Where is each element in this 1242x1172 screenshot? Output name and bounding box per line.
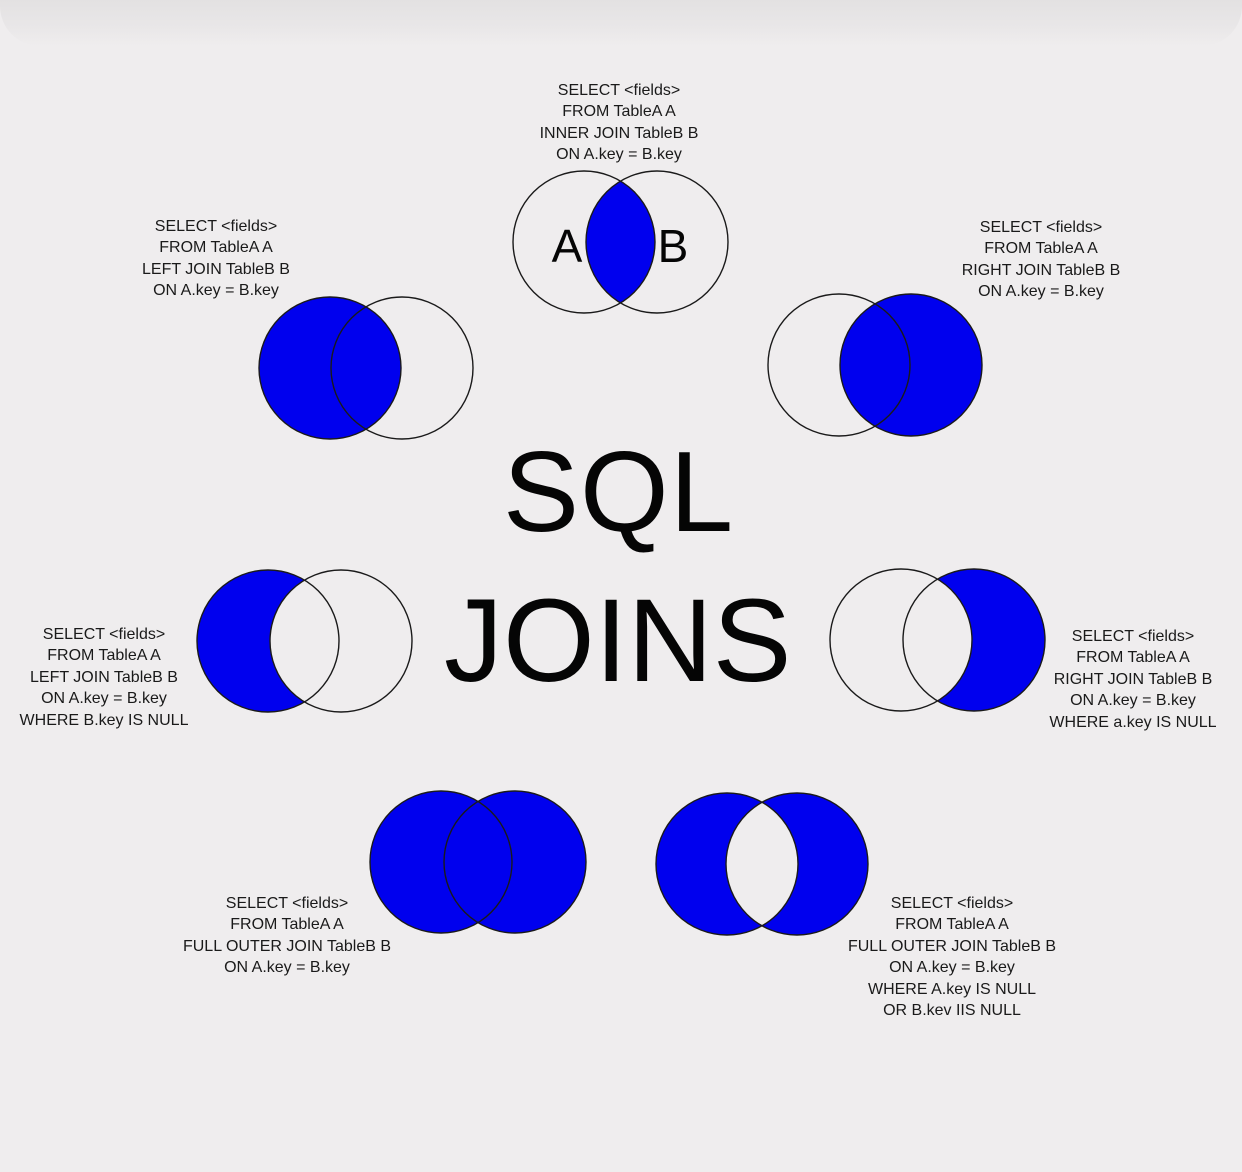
query-line: LEFT JOIN TableB B bbox=[142, 260, 290, 278]
query-line: SELECT <fields> bbox=[154, 218, 278, 235]
table-b-circle bbox=[443, 790, 587, 934]
query-line: FROM TableA A bbox=[159, 239, 273, 257]
query-line: ON A.key = B.key bbox=[889, 959, 1015, 977]
query-line: INNER JOIN TableB B bbox=[539, 124, 699, 142]
right-excluding-join-query: SELECT <fields> FROM TableA A RIGHT JOIN T… bbox=[1033, 626, 1233, 733]
right-excluding-join-venn bbox=[829, 568, 1046, 712]
table-b-circle bbox=[269, 569, 413, 713]
query-line: LEFT JOIN TableB B bbox=[30, 668, 178, 686]
query-line: ON A.key = B.key bbox=[556, 146, 682, 164]
left-join-query: SELECT <fields> FROM TableA A LEFT JOIN Ta… bbox=[116, 216, 316, 302]
query-line: FROM TableA A bbox=[895, 916, 1009, 934]
query-line: SELECT <fields> bbox=[225, 895, 349, 912]
table-b-circle bbox=[725, 792, 869, 936]
title-joins: JOINS bbox=[444, 575, 792, 707]
query-line: SELECT <fields> bbox=[42, 626, 166, 643]
query-line: WHERE B.key IS NULL bbox=[19, 711, 189, 729]
full-outer-join-venn bbox=[369, 790, 587, 934]
table-a-circle bbox=[655, 792, 799, 936]
query-line: ON A.key = B.key bbox=[1070, 692, 1196, 710]
right-join-venn bbox=[767, 293, 983, 437]
excluded-intersection bbox=[903, 569, 972, 711]
query-line: ON A.key = B.key bbox=[41, 690, 167, 708]
venn-label-a: A bbox=[552, 220, 583, 272]
table-a-circle bbox=[829, 568, 973, 712]
query-line: FROM TableA A bbox=[1076, 649, 1190, 667]
query-line: FULL OUTER JOIN TableB B bbox=[847, 937, 1057, 955]
excluded-intersection bbox=[270, 570, 339, 712]
query-line: FROM TableA A bbox=[562, 103, 676, 121]
venn-label-b: B bbox=[658, 220, 689, 272]
full-outer-excluding-join-query: SELECT <fields> FROM TableA A FULL OUTER J… bbox=[822, 893, 1082, 1021]
table-a-region bbox=[259, 297, 401, 439]
query-line: SELECT <fields> bbox=[979, 219, 1103, 236]
full-outer-join-query: SELECT <fields> FROM TableA A FULL OUTER J… bbox=[157, 893, 417, 979]
excluded-intersection bbox=[726, 793, 798, 935]
table-b-circle bbox=[585, 170, 729, 314]
query-line: SELECT <fields> bbox=[557, 82, 681, 99]
table-a-circle bbox=[767, 293, 911, 437]
intersection-region bbox=[586, 171, 655, 313]
query-line: SELECT <fields> bbox=[890, 895, 1014, 912]
query-line: ON A.key = B.key bbox=[224, 959, 350, 977]
left-join-venn bbox=[258, 296, 474, 440]
query-line: FROM TableA A bbox=[230, 916, 344, 934]
table-b-region bbox=[840, 294, 982, 436]
query-line: WHERE a.key IS NULL bbox=[1049, 713, 1217, 731]
query-line: RIGHT JOIN TableB B bbox=[1053, 670, 1213, 688]
table-b-region bbox=[444, 791, 586, 933]
query-line: OR B.kev IIS NULL bbox=[883, 1002, 1021, 1020]
full-outer-excluding-join-venn bbox=[655, 792, 869, 936]
query-line: SELECT <fields> bbox=[1071, 628, 1195, 645]
query-line: FULL OUTER JOIN TableB B bbox=[182, 937, 392, 955]
inner-join-query: SELECT <fields> FROM TableA A INNER JOIN T… bbox=[519, 80, 719, 166]
query-line: FROM TableA A bbox=[47, 647, 161, 665]
table-b-circle bbox=[330, 296, 474, 440]
table-a-circle bbox=[196, 569, 340, 713]
left-excluding-join-query: SELECT <fields> FROM TableA A LEFT JOIN Ta… bbox=[4, 624, 204, 731]
table-a-circle bbox=[369, 790, 513, 934]
table-a-circle bbox=[512, 170, 656, 314]
right-join-query: SELECT <fields> FROM TableA A RIGHT JOIN T… bbox=[941, 217, 1141, 303]
table-b-circle bbox=[839, 293, 983, 437]
top-shade bbox=[0, 0, 1242, 46]
query-line: FROM TableA A bbox=[984, 240, 1098, 258]
table-b-circle bbox=[902, 568, 1046, 712]
query-line: WHERE A.key IS NULL bbox=[867, 980, 1037, 998]
table-a-circle bbox=[258, 296, 402, 440]
query-line: ON A.key = B.key bbox=[153, 282, 279, 300]
query-line: RIGHT JOIN TableB B bbox=[961, 261, 1121, 279]
left-excluding-join-venn bbox=[196, 569, 413, 713]
query-line: ON A.key = B.key bbox=[978, 283, 1104, 301]
title-sql: SQL bbox=[503, 429, 735, 556]
